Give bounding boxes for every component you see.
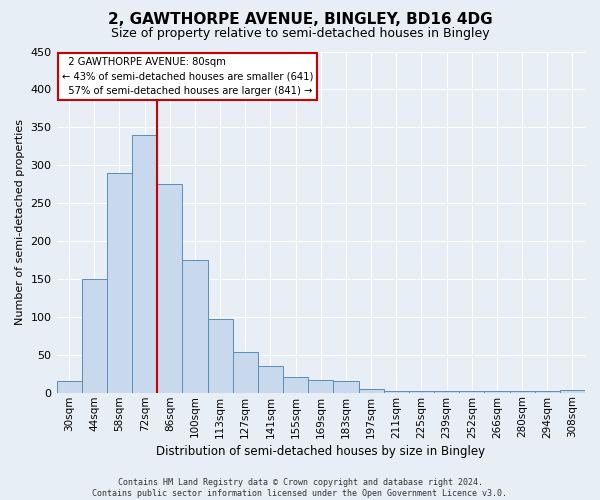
Text: 2 GAWTHORPE AVENUE: 80sqm
← 43% of semi-detached houses are smaller (641)
  57% : 2 GAWTHORPE AVENUE: 80sqm ← 43% of semi-… — [62, 56, 313, 96]
Bar — [82, 279, 107, 392]
Bar — [208, 319, 233, 392]
Bar — [258, 366, 283, 392]
Bar — [132, 135, 157, 392]
Bar — [560, 390, 585, 392]
Text: Size of property relative to semi-detached houses in Bingley: Size of property relative to semi-detach… — [110, 28, 490, 40]
Bar — [56, 382, 82, 392]
Bar — [157, 184, 182, 392]
Text: 2, GAWTHORPE AVENUE, BINGLEY, BD16 4DG: 2, GAWTHORPE AVENUE, BINGLEY, BD16 4DG — [107, 12, 493, 28]
Bar — [409, 391, 434, 392]
Bar — [233, 352, 258, 393]
Bar — [459, 391, 484, 392]
Bar — [434, 391, 459, 392]
Bar — [359, 389, 383, 392]
X-axis label: Distribution of semi-detached houses by size in Bingley: Distribution of semi-detached houses by … — [156, 444, 485, 458]
Bar — [509, 391, 535, 392]
Bar — [535, 391, 560, 392]
Y-axis label: Number of semi-detached properties: Number of semi-detached properties — [15, 119, 25, 325]
Bar — [283, 378, 308, 392]
Bar — [107, 173, 132, 392]
Bar — [334, 382, 359, 392]
Bar — [182, 260, 208, 392]
Bar — [383, 391, 409, 392]
Bar — [308, 380, 334, 392]
Bar — [484, 391, 509, 392]
Text: Contains HM Land Registry data © Crown copyright and database right 2024.
Contai: Contains HM Land Registry data © Crown c… — [92, 478, 508, 498]
